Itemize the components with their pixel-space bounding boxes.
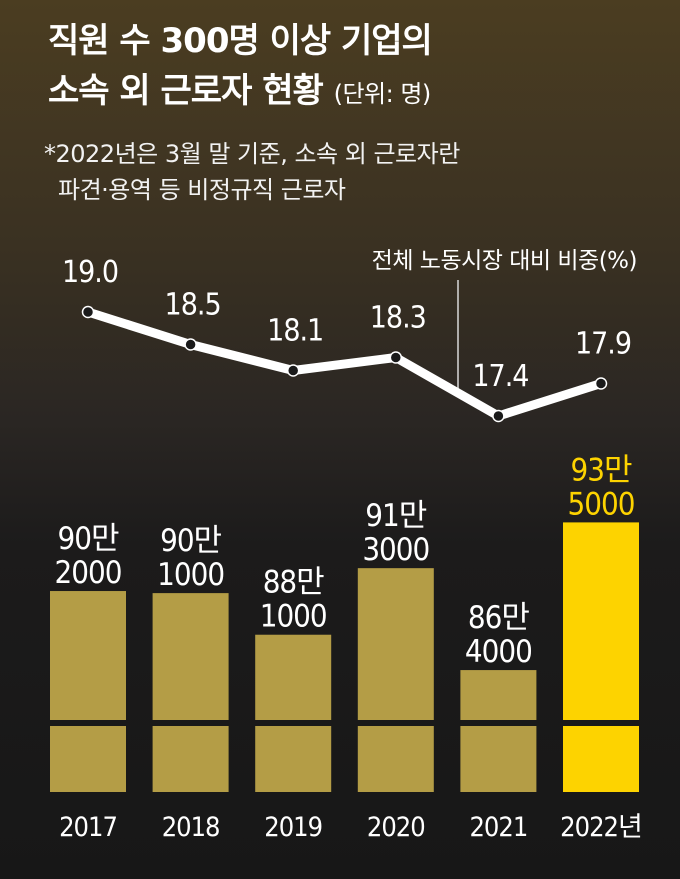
bar-2021-lower bbox=[460, 726, 537, 792]
line-value-label: 18.5 bbox=[165, 288, 221, 323]
bar-2019-lower bbox=[255, 726, 332, 792]
x-tick-label: 2018 bbox=[162, 812, 220, 843]
bar-value-label-line1: 86만 bbox=[468, 600, 529, 636]
bar-value-label-line1: 93만 bbox=[570, 452, 631, 488]
line-value-label: 18.3 bbox=[370, 301, 426, 336]
line-point bbox=[81, 305, 95, 319]
bar-value-label-line2: 2000 bbox=[55, 555, 122, 591]
bar-value-label-line2: 1000 bbox=[260, 599, 327, 635]
bar-2019-upper bbox=[255, 634, 332, 720]
line-value-label: 19.0 bbox=[62, 255, 118, 290]
line-point bbox=[594, 377, 608, 390]
chart-title: 직원 수 300명 이상 기업의 소속 외 근로자 현황 (단위: 명) bbox=[48, 16, 433, 119]
bar-2017-upper bbox=[50, 591, 126, 720]
title-line-2: 소속 외 근로자 현황 bbox=[48, 71, 324, 111]
x-tick-label: 2021 bbox=[469, 812, 527, 843]
bar-2020-lower bbox=[357, 726, 434, 792]
bar-value-label-line2: 5000 bbox=[568, 486, 635, 522]
title-line-1: 직원 수 300명 이상 기업의 bbox=[48, 21, 433, 61]
bar-2022년-upper bbox=[563, 522, 639, 720]
bar-2018-lower bbox=[152, 726, 229, 792]
bar-value-label-line2: 4000 bbox=[465, 634, 532, 670]
x-tick-label: 2022년 bbox=[560, 812, 642, 843]
line-point bbox=[286, 364, 300, 377]
line-value-label: 17.9 bbox=[575, 327, 631, 362]
line-value-label: 18.1 bbox=[267, 314, 323, 349]
footnote-line-2: 파견·용역 등 비정규직 근로자 bbox=[58, 176, 346, 204]
bar-value-label-line2: 1000 bbox=[157, 557, 224, 593]
x-tick-label: 2019 bbox=[264, 812, 322, 843]
unit-label: (단위: 명) bbox=[333, 80, 432, 108]
series-line bbox=[83, 307, 606, 421]
series-title: 전체 노동시장 대비 비중(%) bbox=[372, 248, 637, 274]
bar-2017-lower bbox=[50, 726, 126, 792]
line-point bbox=[184, 338, 197, 351]
x-tick-label: 2017 bbox=[59, 812, 117, 843]
bar-value-label-line1: 90만 bbox=[160, 523, 221, 559]
bar-value-label-line1: 91만 bbox=[365, 498, 426, 534]
line-value-label: 17.4 bbox=[472, 359, 528, 394]
footnote: *2022년은 3월 말 기준, 소속 외 근로자란 파견·용역 등 비정규직 … bbox=[44, 136, 460, 208]
bar-2018-upper bbox=[152, 593, 229, 720]
bar-2022년-lower bbox=[563, 726, 639, 792]
footnote-line-1: *2022년은 3월 말 기준, 소속 외 근로자란 bbox=[44, 140, 460, 168]
x-tick-label: 2020 bbox=[367, 812, 425, 843]
bar-2021-upper bbox=[460, 670, 537, 720]
bar-value-label-line2: 3000 bbox=[362, 532, 429, 568]
bar-2020-upper bbox=[357, 568, 434, 720]
bar-value-label-line1: 88만 bbox=[263, 565, 324, 601]
line-point bbox=[389, 351, 403, 364]
bar-value-label-line1: 90만 bbox=[57, 521, 118, 557]
line-point bbox=[492, 409, 505, 423]
